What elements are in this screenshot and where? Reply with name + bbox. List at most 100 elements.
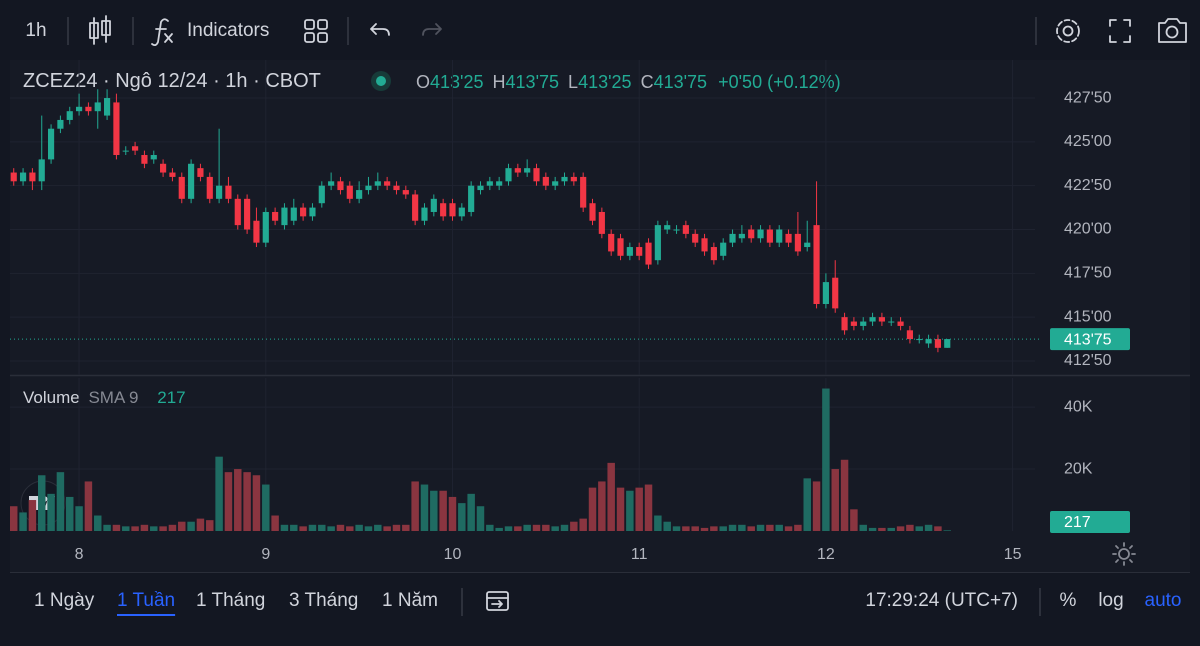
volume-bar: [682, 526, 690, 531]
log-toggle[interactable]: log: [1098, 590, 1123, 611]
candle-body: [832, 277, 839, 309]
candle-body: [813, 225, 820, 305]
volume-bar: [840, 459, 849, 531]
volume-bar: [448, 496, 457, 531]
volume-bar: [495, 527, 503, 531]
volume-bar: [598, 481, 606, 531]
candle-body: [850, 321, 857, 326]
range-button[interactable]: 1 Tháng: [196, 590, 265, 611]
volume-bar: [262, 484, 270, 531]
fullscreen-icon[interactable]: [1109, 19, 1131, 43]
x-tick-label: 12: [817, 546, 835, 563]
open-label: O: [416, 72, 430, 92]
date-range-icon[interactable]: [486, 591, 509, 611]
undo-icon[interactable]: [370, 23, 390, 36]
volume-bar: [271, 515, 279, 531]
range-button[interactable]: 1 Tuần: [117, 590, 175, 611]
candle-body: [160, 163, 167, 173]
candle-body: [766, 229, 773, 243]
volume-bar: [308, 524, 317, 531]
volume-bar: [10, 506, 18, 531]
range-button[interactable]: 1 Năm: [382, 590, 438, 611]
candle-body: [514, 168, 521, 173]
volume-bar: [616, 487, 625, 531]
candle-body: [365, 185, 372, 191]
candle-body: [654, 225, 661, 261]
candle-body: [374, 181, 381, 186]
volume-bar: [374, 524, 382, 531]
volume-bar: [579, 518, 587, 531]
settings-icon[interactable]: [1056, 19, 1080, 43]
market-status-dot[interactable]: [376, 76, 386, 86]
candle-body: [496, 181, 503, 186]
candle-body: [589, 203, 596, 221]
range-button[interactable]: 3 Tháng: [289, 590, 358, 611]
candle-body: [878, 317, 885, 322]
indicators-button[interactable]: Indicators: [187, 20, 269, 41]
interval-button[interactable]: 1h: [25, 20, 46, 41]
volume-bar: [663, 521, 671, 531]
auto-toggle[interactable]: auto: [1145, 590, 1182, 611]
volume-bar: [383, 526, 391, 531]
percent-toggle[interactable]: %: [1060, 590, 1077, 611]
range-button[interactable]: 1 Ngày: [34, 590, 95, 611]
candle-body: [682, 225, 689, 234]
low-label: L: [568, 72, 578, 92]
volume-bar: [934, 526, 942, 531]
y-tick-label: 412'50: [1064, 352, 1112, 369]
candle-body: [888, 321, 895, 323]
change-value: +0'50 (+0.12%): [718, 72, 841, 92]
close-label: C: [641, 72, 654, 92]
volume-bar: [84, 481, 93, 531]
candle-body: [94, 102, 101, 112]
volume-bar: [924, 524, 933, 531]
volume-bar: [280, 524, 289, 531]
redo-icon[interactable]: [422, 23, 442, 36]
theme-icon[interactable]: [1112, 542, 1136, 566]
volume-bar: [355, 524, 363, 531]
candle-body: [598, 211, 605, 234]
chart-type-icon[interactable]: [89, 15, 111, 45]
candle-body: [29, 172, 36, 182]
volume-bar: [66, 496, 74, 531]
candle-body: [290, 207, 297, 221]
candle-body: [664, 225, 671, 230]
candle-body: [869, 317, 876, 322]
screenshot-icon[interactable]: [1158, 18, 1187, 43]
y-tick-label: 427'50: [1064, 89, 1112, 106]
candle-body: [104, 98, 111, 116]
candle-body: [729, 233, 736, 243]
volume-bar: [532, 524, 541, 531]
volume-bar: [346, 526, 354, 531]
volume-bar: [299, 526, 307, 531]
volume-badge: [1050, 511, 1130, 533]
volume-bar: [327, 526, 335, 531]
candle-body: [841, 317, 848, 331]
candle-body: [421, 207, 428, 221]
candle-body: [785, 233, 792, 243]
volume-legend: Volume SMA 9 217: [23, 388, 186, 407]
symbol-legend: ZCEZ24 · Ngô 12/24 · 1h · CBOT: [23, 70, 321, 92]
candle-body: [906, 330, 913, 340]
x-tick-label: 8: [75, 546, 84, 563]
candle-body: [524, 168, 531, 173]
volume-badge-label: 217: [1064, 514, 1091, 531]
volume-bar: [94, 515, 102, 531]
volume-bar: [775, 524, 783, 531]
volume-bar: [756, 524, 765, 531]
layout-icon[interactable]: [304, 19, 328, 43]
volume-bar: [392, 524, 401, 531]
candle-body: [916, 339, 923, 341]
indicator-icon[interactable]: [151, 18, 173, 47]
high-value: 413'75: [506, 72, 560, 92]
candle-body: [412, 194, 419, 221]
y-tick-label: 20K: [1064, 460, 1093, 477]
volume-bar: [411, 481, 419, 531]
candle-body: [738, 233, 745, 239]
volume-bar: [607, 462, 615, 531]
candle-body: [328, 181, 335, 186]
volume-bar: [588, 487, 597, 531]
volume-bar: [560, 524, 569, 531]
candle-body: [253, 220, 260, 243]
